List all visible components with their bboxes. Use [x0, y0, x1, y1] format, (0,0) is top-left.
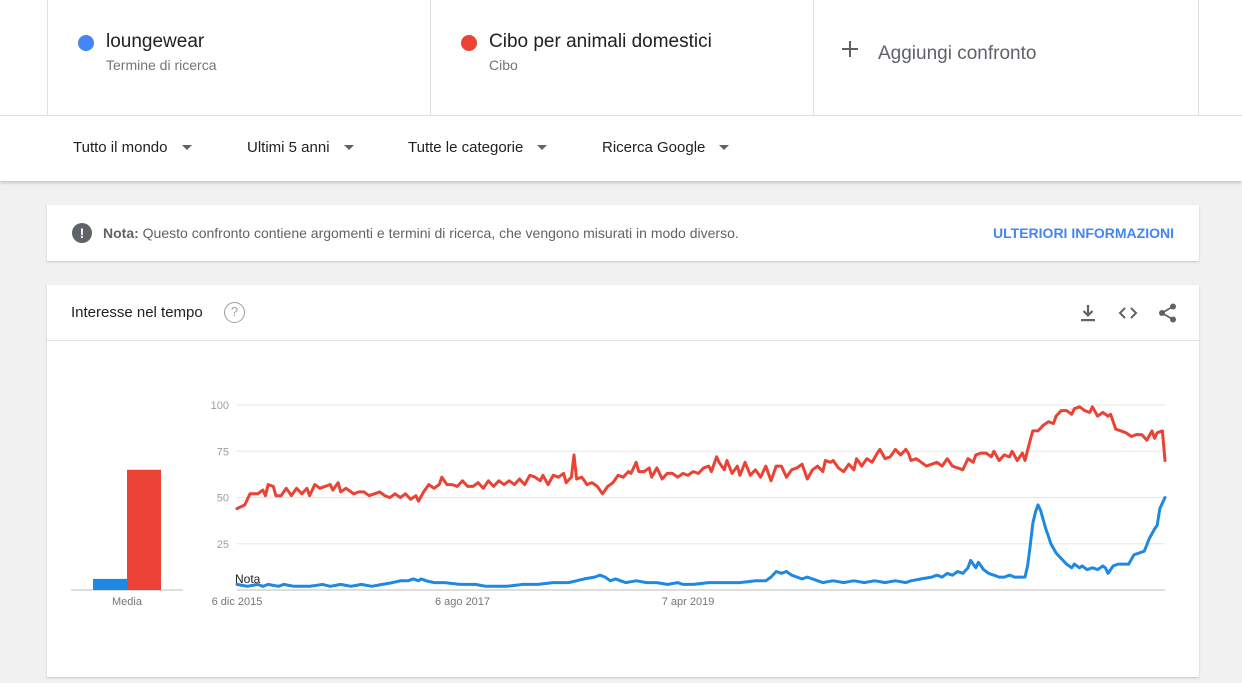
chevron-down-icon — [719, 145, 730, 150]
plus-icon — [841, 40, 859, 58]
term-type: Cibo — [489, 57, 518, 73]
more-info-link[interactable]: ULTERIORI INFORMAZIONI — [993, 225, 1174, 241]
average-bars: Media — [71, 469, 183, 608]
annotation-label[interactable]: Nota — [235, 572, 261, 586]
average-bar[interactable] — [93, 578, 127, 590]
region-filter[interactable]: Tutto il mondo — [73, 139, 192, 156]
x-tick-label: 6 dic 2015 — [212, 596, 263, 608]
note-body: Questo confronto contiene argomenti e te… — [142, 225, 739, 241]
series-line-cibo[interactable] — [235, 405, 1167, 511]
interest-chart: 25 50 75 100 6 dic 2015 6 ago 2017 7 apr 2019… — [71, 400, 1167, 608]
term-card-cibo[interactable]: Cibo per animali domestici Cibo — [430, 0, 814, 116]
interest-over-time-card: Interesse nel tempo ? 25 50 75 100 6 dic 20… — [47, 285, 1199, 677]
chart-header: Interesse nel tempo ? — [47, 285, 1199, 341]
share-icon[interactable] — [1157, 302, 1179, 324]
series-line-loungewear[interactable] — [235, 496, 1167, 588]
x-tick-label: 7 apr 2019 — [662, 596, 715, 608]
filter-bar: Tutto il mondo Ultimi 5 anni Tutte le ca… — [0, 116, 1242, 181]
note-card: ! Nota: Questo confronto contiene argome… — [47, 205, 1199, 261]
add-comparison-button[interactable]: Aggiungi confronto — [813, 0, 1199, 116]
download-icon[interactable] — [1077, 302, 1099, 324]
region-filter-label: Tutto il mondo — [73, 139, 168, 156]
category-filter[interactable]: Tutte le categorie — [408, 139, 548, 156]
add-comparison-label: Aggiungi confronto — [878, 43, 1037, 64]
y-tick-label: 25 — [217, 539, 229, 551]
term-name[interactable]: Cibo per animali domestici — [489, 31, 712, 52]
period-filter[interactable]: Ultimi 5 anni — [247, 139, 354, 156]
note-text: Nota: Questo confronto contiene argoment… — [103, 225, 739, 241]
series-lines — [235, 405, 1167, 588]
average-bar[interactable] — [127, 469, 161, 590]
embed-code-icon[interactable] — [1117, 302, 1139, 324]
y-axis-ticks: 25 50 75 100 — [211, 400, 229, 551]
term-card-loungewear[interactable]: loungewear Termine di ricerca — [47, 0, 431, 116]
chevron-down-icon — [181, 145, 192, 150]
category-filter-label: Tutte le categorie — [408, 139, 524, 156]
series-color-dot — [461, 35, 477, 51]
search-type-filter[interactable]: Ricerca Google — [602, 139, 730, 156]
search-type-filter-label: Ricerca Google — [602, 139, 706, 156]
average-label: Media — [112, 596, 143, 608]
term-name[interactable]: loungewear — [106, 31, 205, 52]
note-bold: Nota: — [103, 225, 139, 241]
x-tick-label: 6 ago 2017 — [435, 596, 490, 608]
chevron-down-icon — [537, 145, 548, 150]
chart-title: Interesse nel tempo — [71, 304, 203, 321]
exclamation-icon: ! — [72, 223, 92, 243]
compare-bar: loungewear Termine di ricerca Cibo per a… — [0, 0, 1242, 116]
y-tick-label: 100 — [211, 400, 229, 412]
term-type: Termine di ricerca — [106, 57, 217, 73]
y-tick-label: 50 — [217, 493, 229, 505]
chart-grid — [237, 404, 1165, 591]
x-axis-ticks: 6 dic 2015 6 ago 2017 7 apr 2019 — [212, 596, 715, 608]
period-filter-label: Ultimi 5 anni — [247, 139, 330, 156]
series-color-dot — [78, 35, 94, 51]
y-tick-label: 75 — [217, 446, 229, 458]
chevron-down-icon — [343, 145, 354, 150]
help-circle-icon[interactable]: ? — [224, 302, 245, 323]
